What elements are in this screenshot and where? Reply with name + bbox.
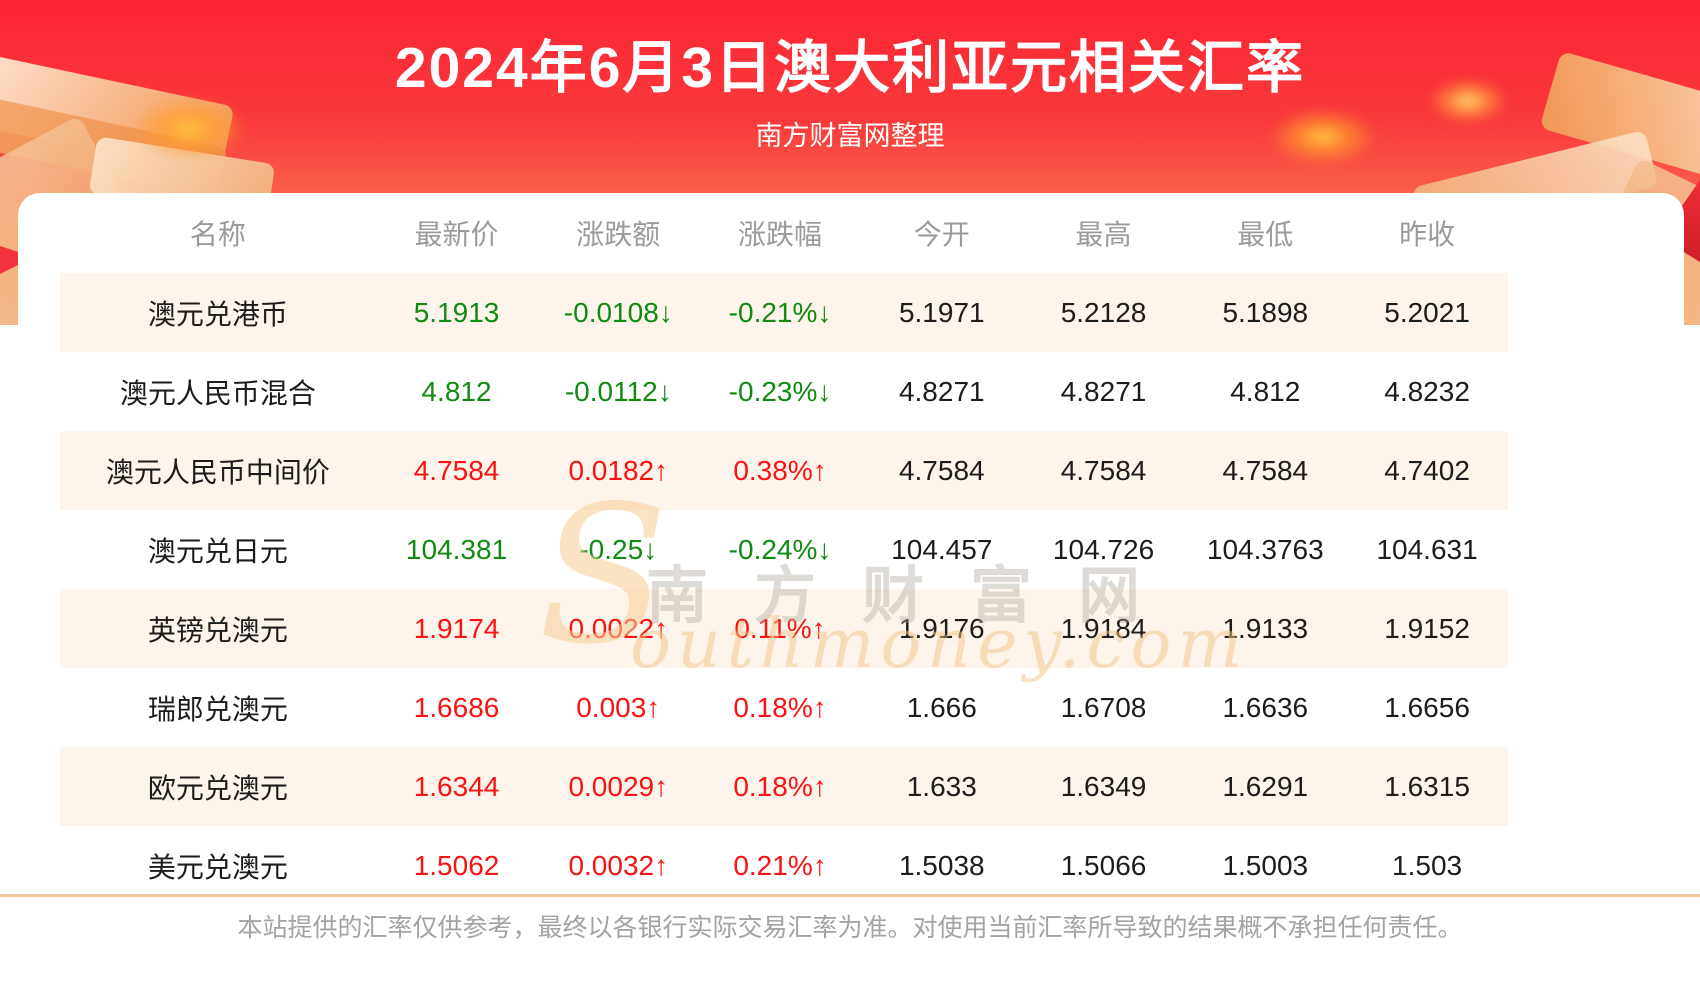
cell-change-percent: 0.38%↑ xyxy=(733,454,827,486)
cell-high: 4.8271 xyxy=(1060,375,1147,407)
cell-open: 1.9176 xyxy=(898,612,985,644)
cell-prev-close: 1.6315 xyxy=(1384,770,1470,802)
cell-change-percent: 0.18%↑ xyxy=(733,691,827,723)
cell-change-amount: 0.003↑ xyxy=(576,691,661,723)
table-header-row: 名称 最新价 涨跌额 涨跌幅 今开 最高 最低 昨收 xyxy=(60,193,1508,273)
cell-change-percent: -0.23%↓ xyxy=(728,375,832,407)
cell-prev-close: 1.6656 xyxy=(1384,691,1470,723)
cell-low: 1.9133 xyxy=(1222,612,1309,644)
cell-latest-price: 1.9174 xyxy=(413,612,500,644)
rates-table-card: 名称 最新价 涨跌额 涨跌幅 今开 最高 最低 昨收 澳元兑港币 5.1913 … xyxy=(18,193,1684,887)
cell-prev-close: 104.631 xyxy=(1376,533,1478,565)
column-header-name: 名称 xyxy=(189,219,246,250)
cell-prev-close: 5.2021 xyxy=(1384,296,1470,328)
page-title: 2024年6月3日澳大利亚元相关汇率 xyxy=(394,36,1306,100)
cell-change-amount: -0.0108↓ xyxy=(563,296,673,328)
ribbon-decoration-left xyxy=(0,246,18,274)
column-header-high: 最高 xyxy=(1075,219,1132,250)
sparkle-glow-icon xyxy=(1428,78,1508,124)
page-subtitle: 南方财富网整理 xyxy=(755,121,945,151)
table-row: 瑞郎兑澳元 1.6686 0.003↑ 0.18%↑ 1.666 1.6708 … xyxy=(60,668,1508,747)
table-row: 澳元人民币中间价 4.7584 0.0182↑ 0.38%↑ 4.7584 4.… xyxy=(60,431,1508,510)
footer-disclaimer: 本站提供的汇率仅供参考，最终以各银行实际交易汇率为准。对使用当前汇率所导致的结果… xyxy=(237,914,1463,942)
cell-high: 1.6708 xyxy=(1060,691,1147,723)
cell-high: 5.2128 xyxy=(1060,296,1147,328)
cell-prev-close: 4.7402 xyxy=(1384,454,1470,486)
cell-pair-name: 澳元兑港币 xyxy=(147,298,288,330)
cell-pair-name: 澳元人民币混合 xyxy=(119,377,316,409)
cell-pair-name: 美元兑澳元 xyxy=(147,851,288,883)
cell-open: 1.666 xyxy=(906,691,977,723)
cell-change-amount: 0.0182↑ xyxy=(568,454,669,486)
cell-low: 104.3763 xyxy=(1206,533,1324,565)
cell-prev-close: 1.9152 xyxy=(1384,612,1470,644)
footer-divider xyxy=(0,894,1700,897)
cell-low: 1.5003 xyxy=(1222,849,1309,881)
cell-prev-close: 1.503 xyxy=(1392,849,1463,881)
cell-change-amount: 0.0022↑ xyxy=(568,612,669,644)
cell-latest-price: 1.6344 xyxy=(413,770,500,802)
table-row: 澳元兑日元 104.381 -0.25↓ -0.24%↓ 104.457 104… xyxy=(60,510,1508,589)
cell-change-percent: -0.21%↓ xyxy=(728,296,832,328)
table-row: 美元兑澳元 1.5062 0.0032↑ 0.21%↑ 1.5038 1.506… xyxy=(60,826,1508,905)
column-header-open: 今开 xyxy=(913,219,970,250)
cell-latest-price: 5.1913 xyxy=(413,296,500,328)
cell-open: 1.633 xyxy=(906,770,977,802)
cell-high: 1.6349 xyxy=(1060,770,1147,802)
column-header-prev-close: 昨收 xyxy=(1399,219,1456,250)
cell-change-amount: -0.0112↓ xyxy=(564,375,672,407)
cell-low: 1.6636 xyxy=(1222,691,1309,723)
cell-pair-name: 欧元兑澳元 xyxy=(147,772,288,804)
cell-change-percent: 0.18%↑ xyxy=(733,770,827,802)
cell-latest-price: 1.5062 xyxy=(413,849,500,881)
cell-change-amount: -0.25↓ xyxy=(579,533,658,565)
cell-open: 5.1971 xyxy=(898,296,985,328)
cell-low: 5.1898 xyxy=(1222,296,1309,328)
cell-open: 4.7584 xyxy=(898,454,985,486)
cell-latest-price: 1.6686 xyxy=(413,691,500,723)
cell-high: 1.5066 xyxy=(1060,849,1147,881)
cell-high: 4.7584 xyxy=(1060,454,1147,486)
column-header-change: 涨跌额 xyxy=(576,219,661,250)
cell-low: 4.812 xyxy=(1230,375,1301,407)
cell-pair-name: 澳元人民币中间价 xyxy=(105,456,330,488)
cell-prev-close: 4.8232 xyxy=(1384,375,1470,407)
cell-change-percent: -0.24%↓ xyxy=(728,533,832,565)
column-header-change-pct: 涨跌幅 xyxy=(738,219,823,250)
cell-high: 104.726 xyxy=(1052,533,1155,565)
cell-change-amount: 0.0029↑ xyxy=(568,770,669,802)
cell-open: 104.457 xyxy=(891,533,993,565)
sparkle-glow-icon xyxy=(1268,108,1378,166)
table-row: 澳元兑港币 5.1913 -0.0108↓ -0.21%↓ 5.1971 5.2… xyxy=(60,273,1508,352)
cell-high: 1.9184 xyxy=(1060,612,1147,644)
cell-open: 1.5038 xyxy=(898,849,985,881)
cell-change-percent: 0.21%↑ xyxy=(733,849,827,881)
table-row: 英镑兑澳元 1.9174 0.0022↑ 0.11%↑ 1.9176 1.918… xyxy=(60,589,1508,668)
cell-pair-name: 瑞郎兑澳元 xyxy=(147,693,288,725)
cell-low: 4.7584 xyxy=(1222,454,1309,486)
exchange-rates-table: 名称 最新价 涨跌额 涨跌幅 今开 最高 最低 昨收 澳元兑港币 5.1913 … xyxy=(60,193,1508,905)
cell-low: 1.6291 xyxy=(1222,770,1309,802)
column-header-low: 最低 xyxy=(1237,219,1294,250)
cell-latest-price: 4.812 xyxy=(421,375,492,407)
cell-pair-name: 英镑兑澳元 xyxy=(147,614,288,646)
cell-latest-price: 4.7584 xyxy=(413,454,500,486)
table-row: 欧元兑澳元 1.6344 0.0029↑ 0.18%↑ 1.633 1.6349… xyxy=(60,747,1508,826)
cell-latest-price: 104.381 xyxy=(405,533,508,565)
table-wrapper: 名称 最新价 涨跌额 涨跌幅 今开 最高 最低 昨收 澳元兑港币 5.1913 … xyxy=(18,193,1684,905)
cell-change-amount: 0.0032↑ xyxy=(568,849,669,881)
table-row: 澳元人民币混合 4.812 -0.0112↓ -0.23%↓ 4.8271 4.… xyxy=(60,352,1508,431)
sparkle-glow-icon xyxy=(132,98,247,160)
cell-open: 4.8271 xyxy=(898,375,985,407)
cell-change-percent: 0.11%↑ xyxy=(734,612,826,644)
cell-pair-name: 澳元兑日元 xyxy=(147,535,288,567)
column-header-latest: 最新价 xyxy=(414,219,499,250)
